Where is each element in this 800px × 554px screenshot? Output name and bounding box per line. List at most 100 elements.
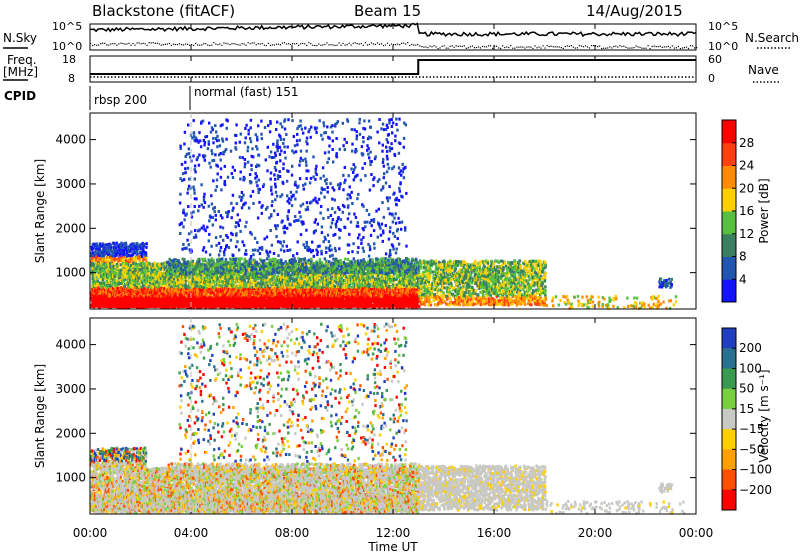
range-cell bbox=[287, 299, 291, 303]
range-cell bbox=[118, 282, 122, 285]
noise-search-point bbox=[126, 43, 128, 45]
noise-search-point bbox=[445, 47, 447, 49]
range-cell bbox=[107, 270, 110, 274]
range-cell bbox=[145, 295, 148, 299]
noise-search-point bbox=[651, 45, 653, 48]
range-cell bbox=[131, 252, 135, 256]
range-cell bbox=[146, 264, 150, 267]
range-cell bbox=[100, 254, 103, 258]
noise-search-point bbox=[90, 42, 92, 45]
range-cell bbox=[174, 279, 178, 283]
range-cell bbox=[120, 269, 124, 272]
noise-search-point bbox=[570, 45, 572, 47]
noise-search-point bbox=[469, 46, 471, 48]
range-cell bbox=[125, 262, 128, 266]
noise-search-point bbox=[429, 45, 431, 47]
range-cell bbox=[190, 288, 193, 292]
range-cell bbox=[185, 265, 188, 269]
range-cell bbox=[242, 293, 246, 297]
range-cell bbox=[136, 264, 139, 268]
range-cell bbox=[300, 290, 304, 294]
range-cell bbox=[323, 294, 327, 298]
range-cell bbox=[167, 301, 171, 305]
noise-search-point bbox=[463, 45, 465, 47]
range-cell bbox=[182, 277, 186, 281]
noise-search-point bbox=[160, 44, 162, 46]
range-cell bbox=[192, 298, 196, 302]
range-cell bbox=[160, 291, 163, 295]
noise-sky-label: N.Sky bbox=[3, 31, 37, 45]
range-cell bbox=[230, 287, 234, 291]
range-cell bbox=[104, 284, 107, 288]
range-cell bbox=[197, 294, 200, 298]
range-cell bbox=[111, 266, 114, 270]
range-cell bbox=[143, 289, 146, 293]
range-cell bbox=[108, 269, 112, 273]
range-cell bbox=[411, 287, 414, 291]
noise-search-point bbox=[516, 46, 518, 48]
range-cell bbox=[162, 267, 165, 271]
noise-search-point bbox=[289, 43, 292, 46]
noise-search-point bbox=[696, 46, 698, 49]
noise-search-point bbox=[619, 45, 621, 47]
range-cell bbox=[127, 253, 130, 257]
range-cell bbox=[178, 300, 181, 304]
range-cell bbox=[228, 287, 231, 291]
range-cell bbox=[351, 298, 354, 302]
noise-search-point bbox=[671, 45, 673, 47]
range-cell bbox=[100, 285, 103, 289]
noise-search-point bbox=[174, 43, 177, 46]
range-cell bbox=[294, 293, 298, 297]
range-cell bbox=[166, 282, 169, 286]
range-cell bbox=[152, 266, 155, 270]
range-cell bbox=[142, 273, 145, 277]
noise-search-point bbox=[572, 46, 574, 48]
range-cell bbox=[417, 297, 421, 301]
range-cell bbox=[161, 262, 164, 266]
range-cell bbox=[227, 299, 230, 303]
range-cell bbox=[171, 279, 174, 283]
range-cell bbox=[302, 296, 305, 300]
range-cell bbox=[369, 296, 372, 300]
range-cell bbox=[289, 293, 292, 297]
range-cell bbox=[154, 277, 157, 281]
range-cell bbox=[176, 301, 179, 304]
noise-search-point bbox=[197, 44, 199, 46]
range-cell bbox=[315, 292, 318, 296]
range-cell bbox=[91, 253, 94, 257]
noise-search-point bbox=[292, 43, 294, 45]
noise-search-point bbox=[326, 42, 328, 44]
range-cell bbox=[132, 242, 136, 246]
range-cell bbox=[99, 294, 102, 297]
noise-search-point bbox=[496, 45, 498, 47]
range-cell bbox=[132, 300, 135, 304]
range-cell bbox=[116, 291, 119, 295]
noise-search-point bbox=[479, 47, 482, 49]
range-cell bbox=[116, 266, 119, 270]
range-cell bbox=[264, 293, 267, 297]
noise-search-point bbox=[261, 42, 263, 45]
noise-search-point bbox=[601, 47, 603, 50]
range-cell bbox=[124, 268, 127, 272]
noise-search-point bbox=[304, 43, 306, 45]
range-cell bbox=[113, 252, 116, 256]
range-cell bbox=[172, 277, 176, 280]
range-cell bbox=[94, 273, 97, 277]
range-cell bbox=[160, 266, 164, 270]
range-cell bbox=[395, 296, 399, 300]
range-cell bbox=[257, 287, 261, 291]
range-cell bbox=[124, 247, 127, 250]
range-cell bbox=[400, 293, 403, 297]
noise-search-point bbox=[667, 45, 669, 47]
range-cell bbox=[157, 284, 161, 288]
range-cell bbox=[100, 244, 103, 248]
range-cell bbox=[197, 289, 200, 293]
noise-search-point bbox=[403, 42, 405, 44]
range-cell bbox=[416, 295, 419, 299]
range-cell bbox=[158, 278, 161, 282]
noise-search-point bbox=[271, 44, 273, 46]
range-cell bbox=[176, 279, 179, 283]
range-cell bbox=[95, 267, 98, 271]
range-cell bbox=[108, 261, 112, 265]
